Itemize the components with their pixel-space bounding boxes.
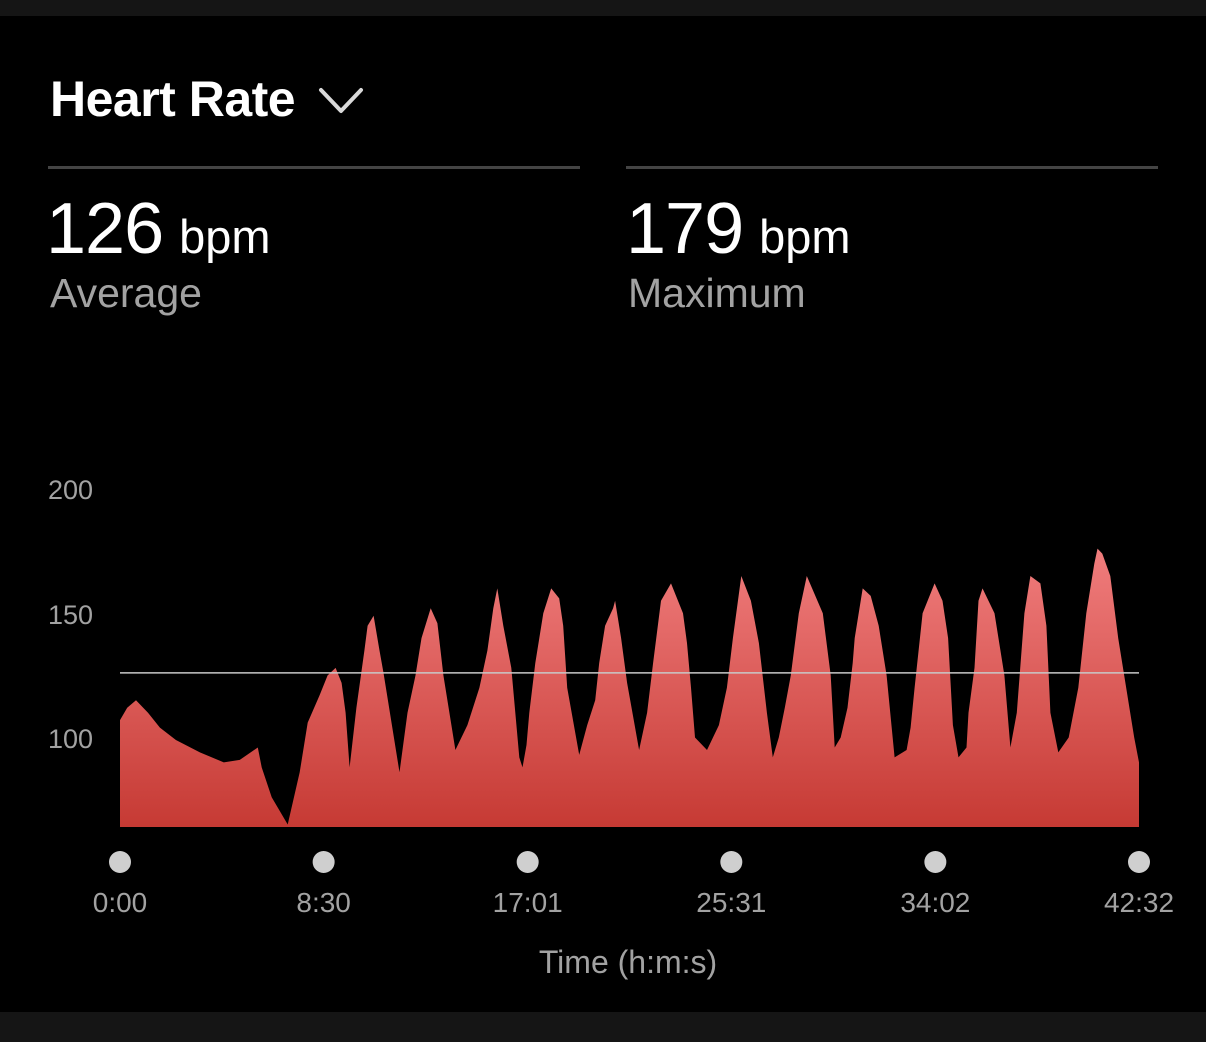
x-tick-label: 42:32 xyxy=(1104,887,1174,918)
average-stat: 126 bpm xyxy=(46,188,271,270)
chevron-down-icon[interactable] xyxy=(317,84,365,118)
average-label: Average xyxy=(50,270,202,316)
x-tick-label: 17:01 xyxy=(493,887,563,918)
page-title: Heart Rate xyxy=(50,71,296,127)
x-tick-dot[interactable] xyxy=(1128,851,1150,873)
maximum-label: Maximum xyxy=(628,270,806,316)
average-value: 126 xyxy=(46,189,164,269)
average-divider xyxy=(48,166,580,169)
x-axis-ticks: 0:00 8:30 17:01 25:31 34:02 42:32 xyxy=(93,851,1174,918)
x-axis-label: Time (h:m:s) xyxy=(539,944,717,980)
average-unit: bpm xyxy=(179,210,271,263)
x-tick-label: 8:30 xyxy=(296,887,351,918)
x-tick-label: 25:31 xyxy=(696,887,766,918)
maximum-stat: 179 bpm xyxy=(626,188,851,270)
x-tick-dot[interactable] xyxy=(312,851,335,873)
x-tick-dot[interactable] xyxy=(924,851,947,873)
maximum-divider xyxy=(626,166,1158,169)
maximum-value: 179 xyxy=(626,189,744,269)
x-tick-dot[interactable] xyxy=(109,851,131,873)
metric-selector[interactable]: Heart Rate xyxy=(50,70,365,128)
heart-rate-area xyxy=(120,548,1139,827)
y-tick-label-200: 200 xyxy=(48,475,93,505)
x-tick-dot[interactable] xyxy=(720,851,743,873)
x-tick-dot[interactable] xyxy=(516,851,539,873)
x-tick-label: 34:02 xyxy=(900,887,970,918)
heart-rate-card xyxy=(0,16,1206,1012)
y-tick-label-100: 100 xyxy=(48,724,93,754)
maximum-unit: bpm xyxy=(759,210,851,263)
y-tick-label-150: 150 xyxy=(48,600,93,630)
x-tick-label: 0:00 xyxy=(93,887,148,918)
